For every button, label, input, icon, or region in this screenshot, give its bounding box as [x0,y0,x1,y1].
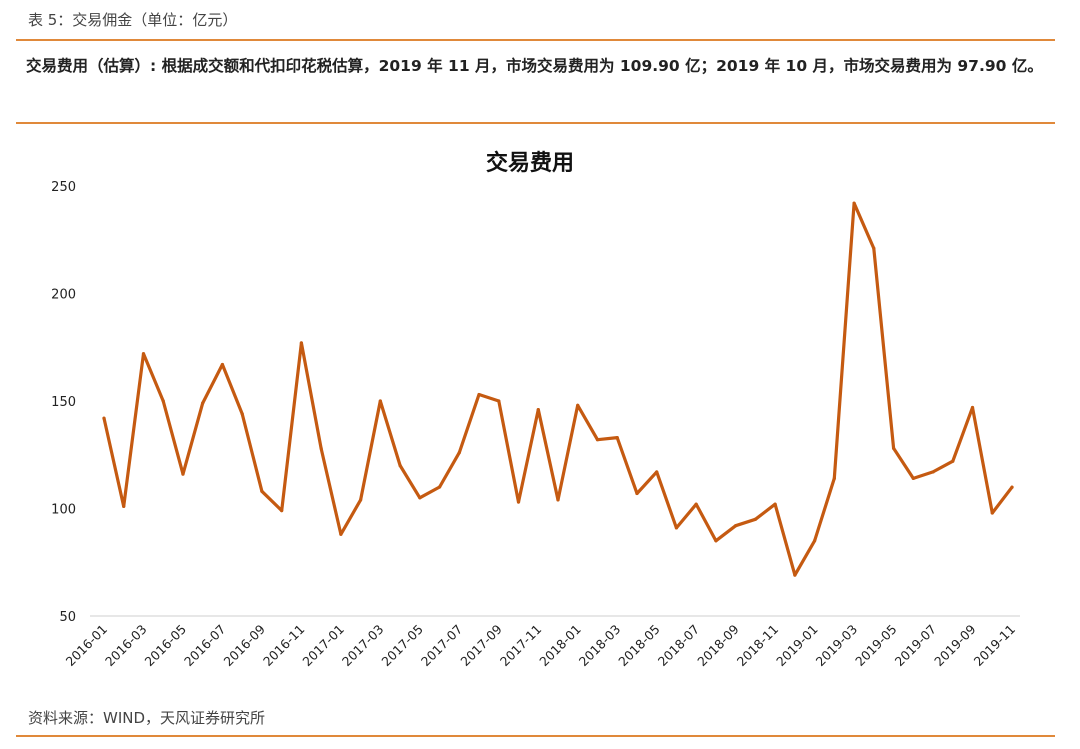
data-point [832,476,836,480]
y-tick-label: 150 [51,395,76,410]
x-tick-label: 2016-05 [142,622,190,670]
y-tick-label: 50 [59,610,76,625]
middle-divider [16,122,1055,124]
data-point [418,496,422,500]
data-point [595,438,600,442]
y-axis: 50 100 150 200 250 [51,180,76,625]
data-point [556,498,560,502]
x-tick-label: 2019-03 [813,622,861,670]
data-point [122,504,126,508]
data-point [181,472,185,476]
x-tick-label: 2018-05 [615,622,663,670]
data-point [655,470,659,474]
data-point [990,511,994,515]
data-point [359,498,363,502]
x-axis: 2016-012016-032016-052016-072016-092016-… [63,615,1020,670]
data-point [280,509,284,513]
x-tick-label: 2017-09 [457,621,505,669]
data-point [201,401,205,405]
x-tick-label: 2018-03 [576,622,624,670]
x-tick-label: 2018-09 [694,621,742,669]
x-tick-label: 2018-01 [536,622,584,670]
data-point [970,405,975,410]
data-point [773,502,777,506]
x-tick-label: 2018-11 [734,622,782,670]
data-point [477,392,481,397]
data-point [852,201,856,205]
summary-text: 交易费用（估算）: 根据成交额和代扣印花税估算，2019 年 11 月，市场交易… [26,57,1043,75]
data-point [793,573,797,577]
data-point [398,463,402,468]
x-tick-label: 2018-07 [655,622,703,670]
data-point [516,500,521,504]
data-point [951,459,955,463]
x-tick-label: 2017-01 [299,622,347,670]
y-tick-label: 250 [51,180,76,195]
data-point [378,399,382,403]
data-point [240,412,244,416]
data-point [615,435,619,440]
data-point [911,476,915,480]
table-caption: 表 5：交易佣金（单位：亿元） [28,11,238,29]
data-point [734,524,738,528]
chart-title: 交易费用 [486,150,574,176]
x-tick-label: 2016-07 [181,622,229,670]
data-point [457,451,461,455]
data-point [694,502,698,506]
series-line [102,201,1014,577]
x-tick-label: 2017-07 [418,622,466,670]
data-point [714,539,718,543]
data-point [141,352,146,356]
data-point [299,341,303,345]
x-tick-label: 2019-11 [971,622,1019,670]
x-tick-label: 2019-05 [852,622,900,670]
bottom-divider [16,735,1055,737]
x-tick-label: 2016-09 [220,621,268,669]
x-tick-label: 2019-01 [773,622,821,670]
x-tick-label: 2017-05 [378,622,426,670]
data-point [576,403,580,407]
data-point [497,399,501,403]
data-point [753,517,757,521]
data-point [635,491,639,496]
x-tick-label: 2016-11 [260,622,308,670]
data-point [220,362,225,367]
data-point [536,408,540,412]
y-tick-label: 100 [51,503,76,518]
data-point [161,399,165,403]
x-tick-label: 2017-11 [497,622,545,670]
top-divider [16,39,1055,41]
source-note: 资料来源：WIND，天风证券研究所 [28,709,266,727]
x-tick-label: 2016-01 [63,622,111,670]
data-point [260,489,264,493]
series-layer [102,201,1014,577]
data-point [931,470,935,474]
data-point [872,246,876,250]
x-tick-label: 2019-09 [931,621,979,669]
data-point [1010,485,1014,489]
x-tick-label: 2017-03 [339,622,387,670]
data-point [339,532,343,536]
data-point [319,446,323,450]
data-point [813,539,817,543]
y-tick-label: 200 [51,288,76,303]
x-tick-label: 2016-03 [102,622,150,670]
data-point [437,485,442,489]
x-tick-label: 2019-07 [892,622,940,670]
data-point [102,416,106,420]
data-point [891,446,896,450]
data-point [674,526,679,530]
